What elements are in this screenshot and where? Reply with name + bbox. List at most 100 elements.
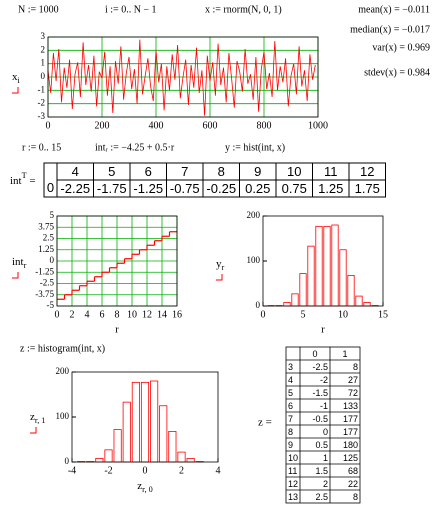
- y-tick-label: -2.5: [40, 278, 55, 288]
- x-tick-label: 2: [179, 465, 184, 476]
- x-tick-label: 200: [95, 120, 110, 131]
- table-label: z =: [258, 417, 272, 429]
- bar: [95, 457, 104, 463]
- y-axis-label-base: x: [12, 71, 18, 83]
- column-header: 4: [72, 164, 79, 179]
- bar: [122, 401, 131, 463]
- y-tick-label: 3.75: [38, 221, 54, 231]
- int-table: 0 4 -2.25 5 -1.75 6 -1.25 7 -0.75 8 -0.25 9 0.25 10 0.…: [43, 162, 386, 198]
- bar: [168, 430, 177, 463]
- x-tick-label: 800: [257, 120, 272, 131]
- cell: -1: [320, 401, 328, 411]
- x-tick-label: 15: [378, 309, 388, 320]
- y-tick-label: 0: [256, 300, 261, 310]
- stat: var(x) = 0.969: [372, 42, 430, 53]
- row-index: 10: [288, 453, 298, 463]
- bar: [177, 451, 186, 463]
- column-header: 0: [312, 349, 317, 359]
- y-tick-label: 2: [41, 44, 46, 54]
- table-label-rest: =: [27, 175, 36, 187]
- row-index: 9: [288, 440, 293, 450]
- plot-frame: [71, 371, 219, 463]
- x-tick-label: 0: [46, 120, 51, 131]
- y-tick-label: 0: [65, 456, 70, 466]
- row-index: 12: [288, 479, 298, 489]
- row-index: 5: [288, 388, 293, 398]
- x-tick-label: 6: [100, 309, 105, 320]
- formula: N := 1000: [18, 4, 59, 15]
- column-header: 8: [218, 164, 225, 179]
- cell: 27: [348, 375, 358, 385]
- bar: [131, 381, 140, 463]
- trace-marker: [12, 272, 19, 279]
- x-axis-label: zr, 0: [137, 480, 153, 495]
- bar: [355, 295, 363, 307]
- y-axis-label: yr: [216, 258, 225, 273]
- plot-frame: [47, 36, 319, 118]
- cell: 125: [343, 453, 358, 463]
- x-axis-label: r: [115, 324, 119, 336]
- cell: 0: [323, 427, 328, 437]
- row-index: 3: [288, 362, 293, 372]
- formula: i := 0.. N − 1: [105, 4, 157, 15]
- y-tick-label: 200: [56, 366, 70, 376]
- trace-marker: [216, 274, 223, 281]
- x-tick-label: 14: [157, 309, 167, 320]
- y-tick-label: 100: [56, 411, 70, 421]
- x-tick-label: -2: [104, 465, 112, 476]
- x-axis-label-base: z: [137, 480, 142, 492]
- y-tick-label: 200: [247, 210, 261, 220]
- x-tick-label: 0: [55, 309, 60, 320]
- row-index: 4: [288, 375, 293, 385]
- plot: -3 -2 -1 0 1 2 3 0 200 400 600 800 1000: [12, 31, 328, 131]
- cell: 177: [343, 427, 358, 437]
- bar: [339, 249, 347, 307]
- cell: 8: [353, 362, 358, 372]
- bar: [323, 225, 331, 307]
- x-tick-label: 4: [216, 465, 221, 476]
- row-index: 11: [288, 466, 297, 476]
- column-header: 6: [145, 164, 152, 179]
- cell: 72: [348, 388, 358, 398]
- cell: -0.5: [312, 414, 328, 424]
- column-header: 9: [254, 164, 261, 179]
- table-label-base: int: [10, 175, 22, 187]
- plot: 0 100 200 -4 -2 0 2 4: [30, 366, 221, 476]
- cell: 0.75: [282, 181, 307, 196]
- trace-marker: [30, 427, 37, 434]
- y-tick-label: -3.75: [35, 289, 54, 299]
- row-index: 7: [288, 414, 293, 424]
- cell: -2.5: [312, 362, 328, 372]
- bar: [347, 274, 355, 307]
- bar: [186, 457, 195, 463]
- column-header: 5: [108, 164, 115, 179]
- y-axis-label-sub: r: [24, 261, 27, 270]
- bar: [283, 301, 291, 307]
- bar: [363, 301, 371, 307]
- plot-frame: [262, 215, 384, 307]
- table-label: intT =: [10, 171, 36, 186]
- bar: [104, 449, 113, 463]
- x-axis-label-sub: r, 0: [142, 485, 153, 494]
- x-tick-label: 12: [142, 309, 152, 320]
- cell: -1.25: [133, 181, 163, 196]
- x-tick-label: 8: [115, 309, 120, 320]
- x-tick-label: 16: [172, 309, 182, 320]
- cell: -1.75: [97, 181, 127, 196]
- y-tick-label: 2.5: [43, 233, 55, 243]
- y-tick-label: -3: [38, 111, 46, 121]
- table-label-sup: T: [22, 171, 27, 180]
- cell: 180: [343, 440, 358, 450]
- x-tick-label: 0: [143, 465, 148, 476]
- stat: stdev(x) = 0.984: [364, 67, 430, 78]
- column-header: 10: [287, 164, 301, 179]
- data-line: [47, 39, 316, 116]
- y-tick-label: 100: [247, 255, 261, 265]
- x-tick-label: 1000: [308, 120, 328, 131]
- bar: [150, 380, 159, 463]
- bar: [299, 273, 307, 307]
- y-axis-label-sub: i: [18, 76, 21, 85]
- x-tick-label: 2: [70, 309, 75, 320]
- cell: -2: [320, 375, 328, 385]
- cell: 0.5: [315, 440, 328, 450]
